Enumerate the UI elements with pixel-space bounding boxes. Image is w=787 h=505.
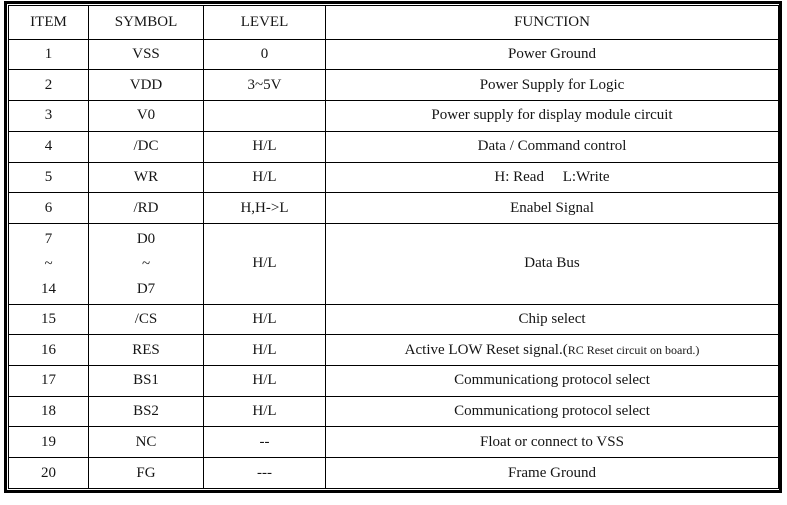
table-row: 15 /CS H/L Chip select	[8, 303, 779, 336]
cell-level: ---	[203, 457, 326, 489]
cell-symbol: V0	[88, 100, 204, 132]
table-row: 1 VSS 0 Power Ground	[8, 38, 779, 71]
cell-symbol: /DC	[88, 130, 204, 163]
cell-item: 17	[8, 365, 89, 397]
cell-item: 6	[8, 192, 89, 224]
table-row-data-bus: 7 ~ 14 D0 ~ D7 H/L Data Bus	[8, 222, 779, 305]
item-range-tilde: ~	[44, 255, 53, 272]
cell-level: --	[203, 426, 326, 459]
cell-level: H/L	[203, 161, 326, 194]
cell-symbol: /RD	[88, 192, 204, 224]
reset-function-note: RC Reset circuit on board.)	[567, 342, 700, 357]
cell-symbol: /CS	[88, 303, 204, 336]
cell-level: 3~5V	[203, 69, 326, 102]
pin-function-table-frame: ITEM SYMBOL LEVEL FUNCTION 1 VSS 0 Power…	[4, 1, 782, 493]
reset-function-text: Active LOW Reset signal.(	[404, 341, 568, 358]
cell-item: 2	[8, 69, 89, 102]
cell-item: 16	[8, 334, 89, 367]
table-row: 19 NC -- Float or connect to VSS	[8, 426, 779, 459]
cell-level: H/L	[203, 334, 326, 367]
cell-symbol: BS2	[88, 395, 204, 428]
cell-function: Active LOW Reset signal.(RC Reset circui…	[325, 334, 779, 367]
cell-level: H/L	[203, 222, 326, 305]
table-row: 3 V0 Power supply for display module cir…	[8, 100, 779, 132]
cell-function: Float or connect to VSS	[325, 426, 779, 459]
table-row: 20 FG --- Frame Ground	[8, 457, 779, 489]
table-row: 18 BS2 H/L Communicationg protocol selec…	[8, 395, 779, 428]
cell-item: 5	[8, 161, 89, 194]
cell-item: 3	[8, 100, 89, 132]
cell-item: 19	[8, 426, 89, 459]
cell-level	[203, 100, 326, 132]
cell-function: Data / Command control	[325, 130, 779, 163]
cell-level: H/L	[203, 130, 326, 163]
cell-function: Power supply for display module circuit	[325, 100, 779, 132]
item-range-end: 14	[41, 280, 56, 297]
cell-symbol: FG	[88, 457, 204, 489]
cell-symbol: WR	[88, 161, 204, 194]
header-cell-item: ITEM	[8, 5, 89, 40]
cell-function: Data Bus	[325, 222, 779, 305]
cell-item: 20	[8, 457, 89, 489]
cell-item-range: 7 ~ 14	[8, 222, 89, 305]
cell-function: Frame Ground	[325, 457, 779, 489]
header-cell-level: LEVEL	[203, 5, 326, 40]
cell-function: Communicationg protocol select	[325, 365, 779, 397]
table-row: 2 VDD 3~5V Power Supply for Logic	[8, 69, 779, 102]
symbol-range-end: D7	[136, 280, 156, 297]
cell-symbol: VDD	[88, 69, 204, 102]
cell-symbol: VSS	[88, 38, 204, 71]
cell-function: Power Supply for Logic	[325, 69, 779, 102]
symbol-range-tilde: ~	[141, 255, 151, 272]
cell-function: Power Ground	[325, 38, 779, 71]
cell-symbol: NC	[88, 426, 204, 459]
header-cell-symbol: SYMBOL	[88, 5, 204, 40]
cell-function: Enabel Signal	[325, 192, 779, 224]
pin-function-table: ITEM SYMBOL LEVEL FUNCTION 1 VSS 0 Power…	[8, 5, 779, 489]
cell-function: Chip select	[325, 303, 779, 336]
header-cell-function: FUNCTION	[325, 5, 779, 40]
item-range-start: 7	[44, 230, 53, 247]
cell-item: 4	[8, 130, 89, 163]
item-range-stack: 7 ~ 14	[10, 226, 88, 302]
header-row: ITEM SYMBOL LEVEL FUNCTION	[8, 5, 779, 40]
cell-symbol: RES	[88, 334, 204, 367]
cell-function: H: Read L:Write	[325, 161, 779, 194]
table-row: 5 WR H/L H: Read L:Write	[8, 161, 779, 194]
cell-symbol: BS1	[88, 365, 204, 397]
cell-item: 15	[8, 303, 89, 336]
cell-item: 18	[8, 395, 89, 428]
cell-function: Communicationg protocol select	[325, 395, 779, 428]
table-row: 4 /DC H/L Data / Command control	[8, 130, 779, 163]
cell-symbol-range: D0 ~ D7	[88, 222, 204, 305]
cell-level: H/L	[203, 303, 326, 336]
cell-level: 0	[203, 38, 326, 71]
cell-level: H/L	[203, 365, 326, 397]
table-row: 16 RES H/L Active LOW Reset signal.(RC R…	[8, 334, 779, 367]
cell-level: H,H->L	[203, 192, 326, 224]
table-row: 17 BS1 H/L Communicationg protocol selec…	[8, 365, 779, 397]
table-row: 6 /RD H,H->L Enabel Signal	[8, 192, 779, 224]
cell-item: 1	[8, 38, 89, 71]
cell-level: H/L	[203, 395, 326, 428]
symbol-range-start: D0	[136, 230, 156, 247]
symbol-range-stack: D0 ~ D7	[90, 226, 203, 302]
